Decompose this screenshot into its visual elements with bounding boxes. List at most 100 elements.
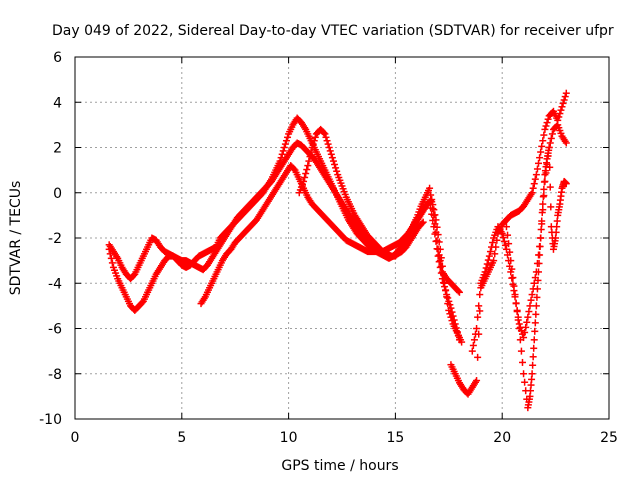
data-point — [107, 254, 115, 262]
data-point — [547, 203, 555, 211]
data-point — [534, 276, 542, 284]
data-point — [470, 336, 478, 344]
data-point — [278, 150, 286, 158]
data-point — [521, 328, 529, 336]
data-point — [507, 257, 515, 265]
data-point — [530, 344, 538, 352]
data-point — [433, 223, 441, 231]
x-tick-label: 0 — [71, 430, 80, 446]
data-point — [544, 115, 552, 123]
data-point — [474, 353, 482, 361]
data-point — [528, 370, 536, 378]
data-point — [325, 144, 333, 151]
data-point — [448, 317, 456, 325]
data-point — [443, 293, 451, 301]
x-tick-label: 20 — [493, 430, 511, 446]
data-point — [546, 163, 554, 171]
data-point — [509, 274, 517, 282]
data-point — [321, 130, 329, 138]
y-tick-labels: -10 -8 -6 -4 -2 0 2 4 6 — [39, 50, 62, 428]
data-point — [522, 323, 530, 331]
data-point — [535, 159, 543, 167]
data-point — [484, 256, 492, 264]
data-point — [517, 347, 525, 355]
data-point — [482, 264, 490, 272]
data-point — [432, 216, 440, 224]
data-point — [547, 134, 555, 142]
y-tick-label: -2 — [48, 231, 62, 247]
data-point — [447, 313, 455, 321]
data-point — [527, 296, 535, 304]
data-point — [441, 279, 449, 287]
data-point — [501, 241, 509, 249]
x-tick-label: 5 — [177, 430, 186, 446]
axis-ticks — [74, 56, 610, 420]
data-point — [323, 137, 331, 145]
data-point — [533, 165, 541, 173]
data-point — [429, 201, 437, 209]
data-point — [520, 370, 528, 378]
y-axis-label: SDTVAR / TECUs — [8, 181, 24, 296]
data-point — [539, 193, 547, 201]
data-point — [502, 223, 510, 231]
data-point — [530, 279, 538, 287]
data-point — [500, 237, 508, 245]
data-point — [541, 125, 549, 133]
data-point — [476, 307, 484, 315]
data-point — [426, 184, 434, 192]
data-point — [539, 137, 547, 145]
data-point — [331, 160, 339, 168]
data-point — [431, 211, 439, 219]
y-tick-label: 0 — [53, 186, 62, 202]
data-point — [485, 252, 493, 260]
data-point — [328, 154, 336, 162]
data-point — [531, 319, 539, 327]
data-point — [437, 254, 445, 262]
data-point — [512, 299, 520, 307]
data-point — [562, 89, 570, 97]
data-point — [558, 103, 566, 111]
data-point — [332, 164, 340, 172]
data-point — [458, 338, 466, 346]
y-tick-label: 6 — [53, 50, 62, 66]
data-point — [473, 325, 481, 332]
data-point — [327, 150, 335, 158]
data-point — [548, 130, 556, 138]
data-point — [445, 306, 453, 314]
data-point — [304, 162, 312, 170]
data-point — [542, 122, 550, 130]
data-point — [513, 308, 521, 316]
data-point — [489, 239, 497, 247]
data-point — [524, 313, 532, 321]
data-point — [528, 291, 536, 299]
data-point — [438, 275, 446, 283]
data-point — [430, 206, 438, 214]
data-point — [310, 137, 318, 145]
data-point — [537, 226, 545, 234]
data-point — [434, 231, 442, 239]
data-point — [483, 260, 491, 268]
data-point — [308, 144, 316, 151]
data-point — [537, 148, 545, 156]
data-point — [108, 259, 116, 267]
data-point — [532, 302, 540, 310]
data-point — [302, 170, 310, 178]
data-point — [532, 171, 540, 179]
data-point — [528, 189, 536, 197]
data-point — [303, 166, 311, 174]
data-point — [444, 300, 452, 308]
data-point — [531, 327, 539, 335]
data-point — [505, 240, 513, 248]
data-point — [329, 157, 337, 165]
data-point — [454, 287, 462, 295]
data-point — [306, 153, 314, 161]
data-point — [540, 185, 548, 193]
data-point — [540, 178, 548, 186]
data-point — [556, 110, 564, 118]
data-point — [536, 251, 544, 259]
x-tick-label: 10 — [280, 430, 298, 446]
data-point — [491, 250, 499, 258]
data-point — [514, 316, 522, 324]
data-point — [529, 184, 537, 192]
data-point — [560, 96, 568, 104]
